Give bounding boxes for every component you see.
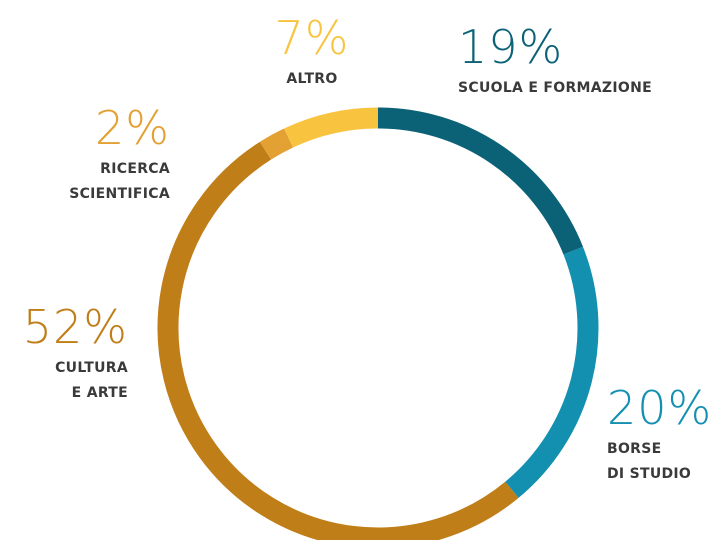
segment-label: 2% RICERCA SCIENTIFICA [69, 103, 170, 207]
donut-segment [284, 107, 379, 148]
percent-label: 7% [274, 11, 350, 65]
percent-label: 20% [607, 381, 713, 435]
category-label: SCUOLA E FORMAZIONE [458, 80, 652, 96]
segment-label: 52% CULTURA E ARTE [23, 302, 128, 406]
percent-label: 2% [95, 101, 170, 155]
percent-label: 52% [22, 300, 128, 354]
segment-label: 19% SCUOLA E FORMAZIONE [458, 22, 652, 101]
category-label: BORSE DI STUDIO [607, 441, 692, 482]
donut-segment [377, 107, 584, 255]
category-label: RICERCA SCIENTIFICA [69, 161, 170, 202]
donut-segment [505, 246, 599, 498]
percent-label: 19% [458, 20, 564, 74]
segment-label: 20% BORSE DI STUDIO [607, 383, 712, 487]
segment-label: 7% ALTRO [275, 13, 350, 92]
category-label: ALTRO [286, 71, 338, 87]
donut-segment [259, 128, 294, 160]
donut-segment [157, 141, 519, 540]
category-label: CULTURA E ARTE [55, 360, 128, 401]
